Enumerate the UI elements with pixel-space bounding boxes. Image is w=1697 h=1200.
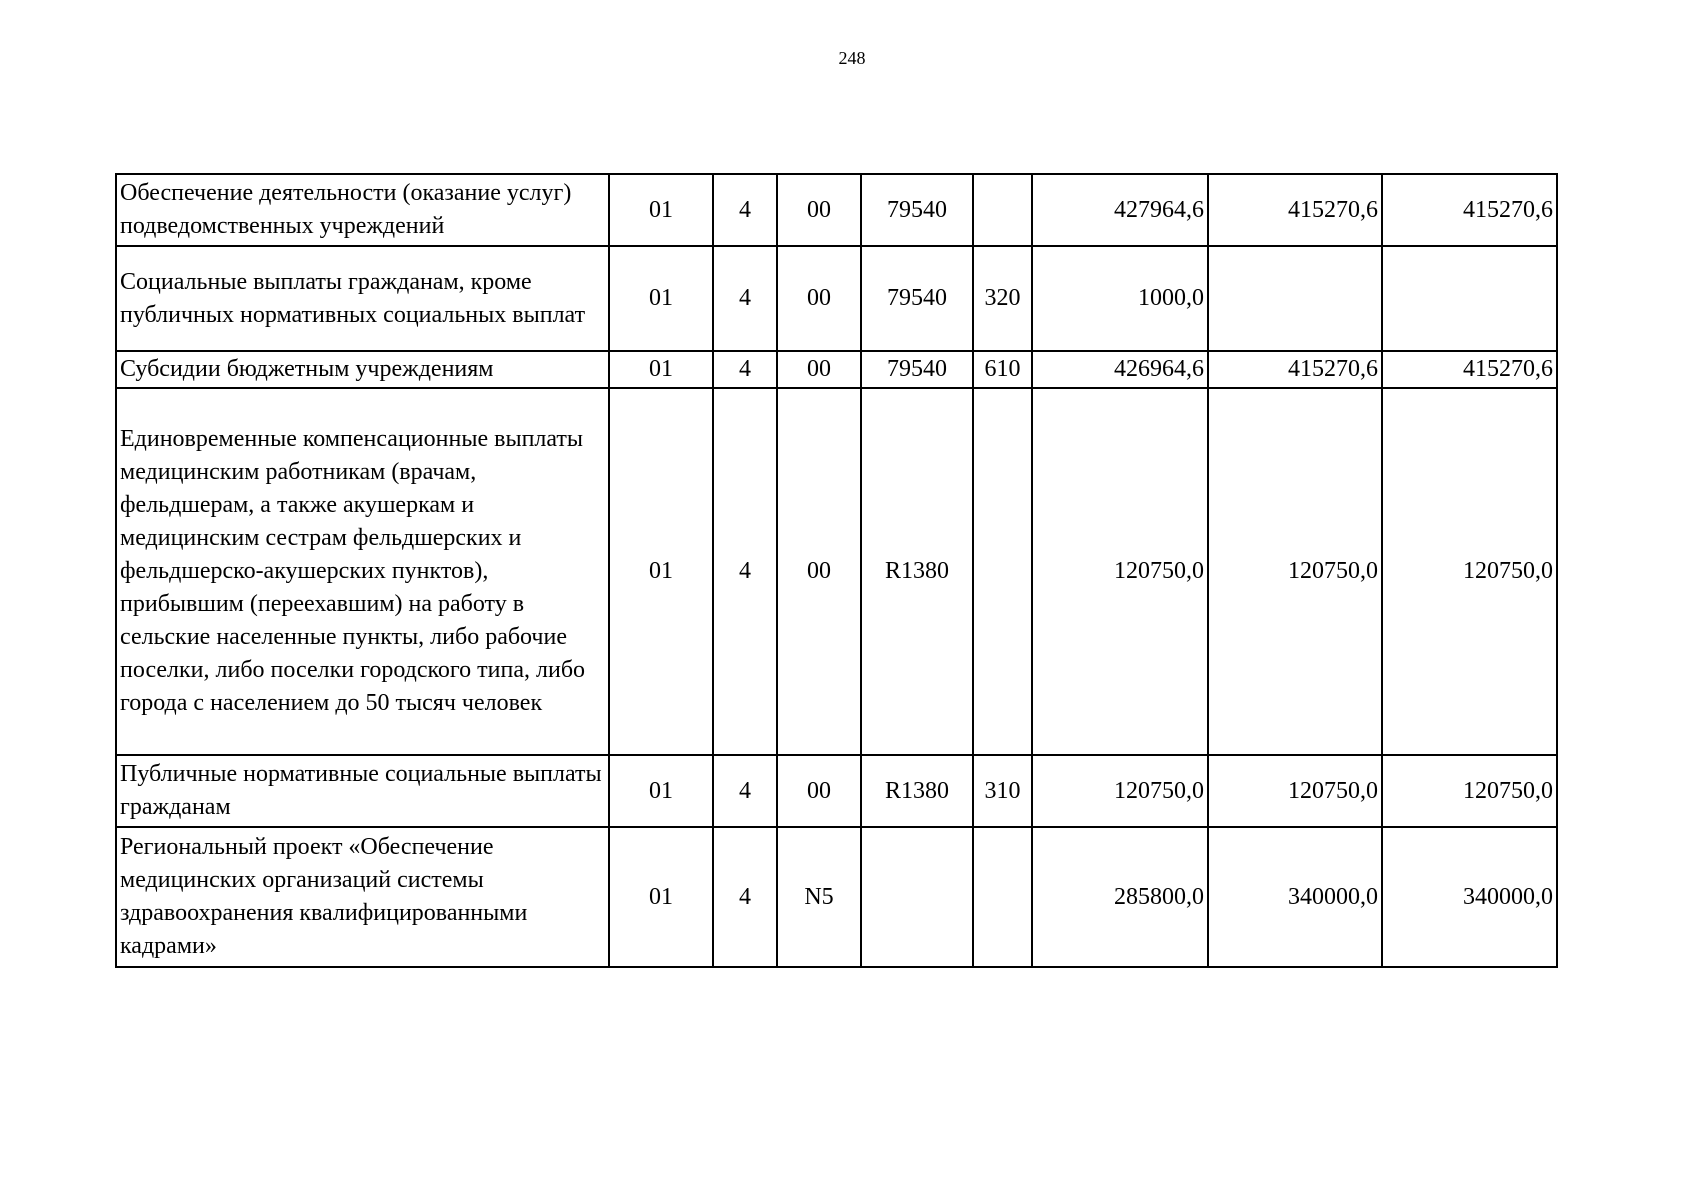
cell-c2: 4	[712, 245, 778, 352]
cell-v3: 415270,6	[1381, 350, 1558, 389]
cell-c1: 01	[608, 387, 714, 756]
cell-c5	[972, 173, 1033, 247]
table-row: Обеспечение деятельности (оказание услуг…	[115, 173, 1558, 247]
cell-c4: 79540	[860, 173, 974, 247]
cell-c3: 00	[776, 173, 862, 247]
cell-name: Субсидии бюджетным учреждениям	[115, 350, 610, 389]
cell-c1: 01	[608, 173, 714, 247]
cell-name: Региональный проект «Обеспечение медицин…	[115, 826, 610, 968]
table-row: Региональный проект «Обеспечение медицин…	[115, 826, 1558, 968]
cell-c4: R1380	[860, 387, 974, 756]
cell-v1: 120750,0	[1031, 387, 1209, 756]
cell-v3	[1381, 245, 1558, 352]
cell-c2: 4	[712, 387, 778, 756]
cell-c4	[860, 826, 974, 968]
cell-name: Публичные нормативные социальные выплаты…	[115, 754, 610, 828]
cell-v1: 1000,0	[1031, 245, 1209, 352]
cell-c3: 00	[776, 754, 862, 828]
cell-c1: 01	[608, 826, 714, 968]
cell-c5: 310	[972, 754, 1033, 828]
table-row: Социальные выплаты гражданам, кроме публ…	[115, 245, 1558, 352]
cell-c4: 79540	[860, 350, 974, 389]
cell-v3: 120750,0	[1381, 754, 1558, 828]
table-row: Единовременные компенсационные выплаты м…	[115, 387, 1558, 756]
cell-v2: 415270,6	[1207, 350, 1383, 389]
cell-c2: 4	[712, 173, 778, 247]
cell-v2: 415270,6	[1207, 173, 1383, 247]
page-number: 248	[838, 48, 866, 68]
cell-v2: 120750,0	[1207, 387, 1383, 756]
cell-name: Единовременные компенсационные выплаты м…	[115, 387, 610, 756]
cell-v1: 426964,6	[1031, 350, 1209, 389]
cell-c5	[972, 387, 1033, 756]
table-row: Публичные нормативные социальные выплаты…	[115, 754, 1558, 828]
cell-v1: 120750,0	[1031, 754, 1209, 828]
cell-c4: 79540	[860, 245, 974, 352]
cell-c5	[972, 826, 1033, 968]
cell-c2: 4	[712, 754, 778, 828]
cell-c3: 00	[776, 350, 862, 389]
table-row: Субсидии бюджетным учреждениям 01 4 00 79540…	[115, 350, 1558, 389]
cell-c3: 00	[776, 387, 862, 756]
cell-c3: N5	[776, 826, 862, 968]
cell-v1: 427964,6	[1031, 173, 1209, 247]
cell-c1: 01	[608, 245, 714, 352]
cell-c1: 01	[608, 754, 714, 828]
cell-c2: 4	[712, 350, 778, 389]
cell-v3: 415270,6	[1381, 173, 1558, 247]
cell-name: Обеспечение деятельности (оказание услуг…	[115, 173, 610, 247]
cell-name: Социальные выплаты гражданам, кроме публ…	[115, 245, 610, 352]
cell-v2: 120750,0	[1207, 754, 1383, 828]
cell-c3: 00	[776, 245, 862, 352]
cell-v3: 120750,0	[1381, 387, 1558, 756]
cell-c5: 320	[972, 245, 1033, 352]
budget-table: Обеспечение деятельности (оказание услуг…	[115, 173, 1558, 968]
cell-c4: R1380	[860, 754, 974, 828]
cell-c2: 4	[712, 826, 778, 968]
cell-c5: 610	[972, 350, 1033, 389]
cell-v1: 285800,0	[1031, 826, 1209, 968]
cell-v2: 340000,0	[1207, 826, 1383, 968]
cell-c1: 01	[608, 350, 714, 389]
cell-v3: 340000,0	[1381, 826, 1558, 968]
cell-v2	[1207, 245, 1383, 352]
